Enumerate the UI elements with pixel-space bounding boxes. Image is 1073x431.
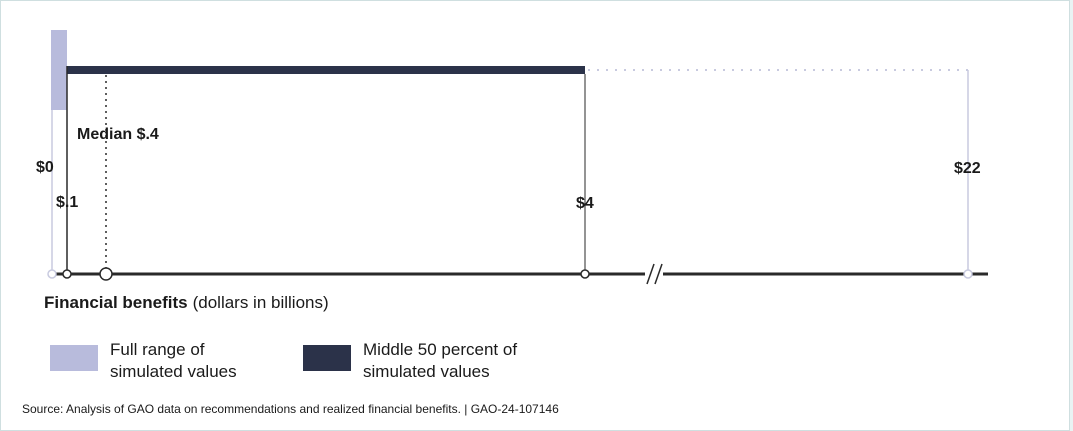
label-high-mid: $4 [576,195,594,212]
axis-title-rest: (dollars in billions) [193,293,329,312]
label-zero: $0 [36,159,54,176]
legend-label-full-range-2: simulated values [110,362,237,381]
legend-swatch-full-range [50,345,98,371]
legend-label-middle-50-1: Middle 50 percent of [363,340,517,359]
label-max: $22 [954,160,981,177]
label-low: $.1 [56,194,78,211]
full-range-bar [51,30,67,110]
axis-title-bold: Financial benefits [44,293,188,312]
marker-low [62,269,72,279]
axis-title: Financial benefits (dollars in billions) [44,293,329,312]
source-note: Source: Analysis of GAO data on recommen… [22,402,559,416]
axis-break [645,262,663,286]
label-median: Median $.4 [77,126,159,143]
middle-50-bar [67,66,585,74]
legend-swatch-middle-50 [303,345,351,371]
marker-high [580,269,590,279]
legend-label-full-range-1: Full range of [110,340,205,359]
marker-median [99,267,113,281]
marker-zero [47,269,57,279]
legend-label-middle-50-2: simulated values [363,362,490,381]
marker-max [963,269,973,279]
